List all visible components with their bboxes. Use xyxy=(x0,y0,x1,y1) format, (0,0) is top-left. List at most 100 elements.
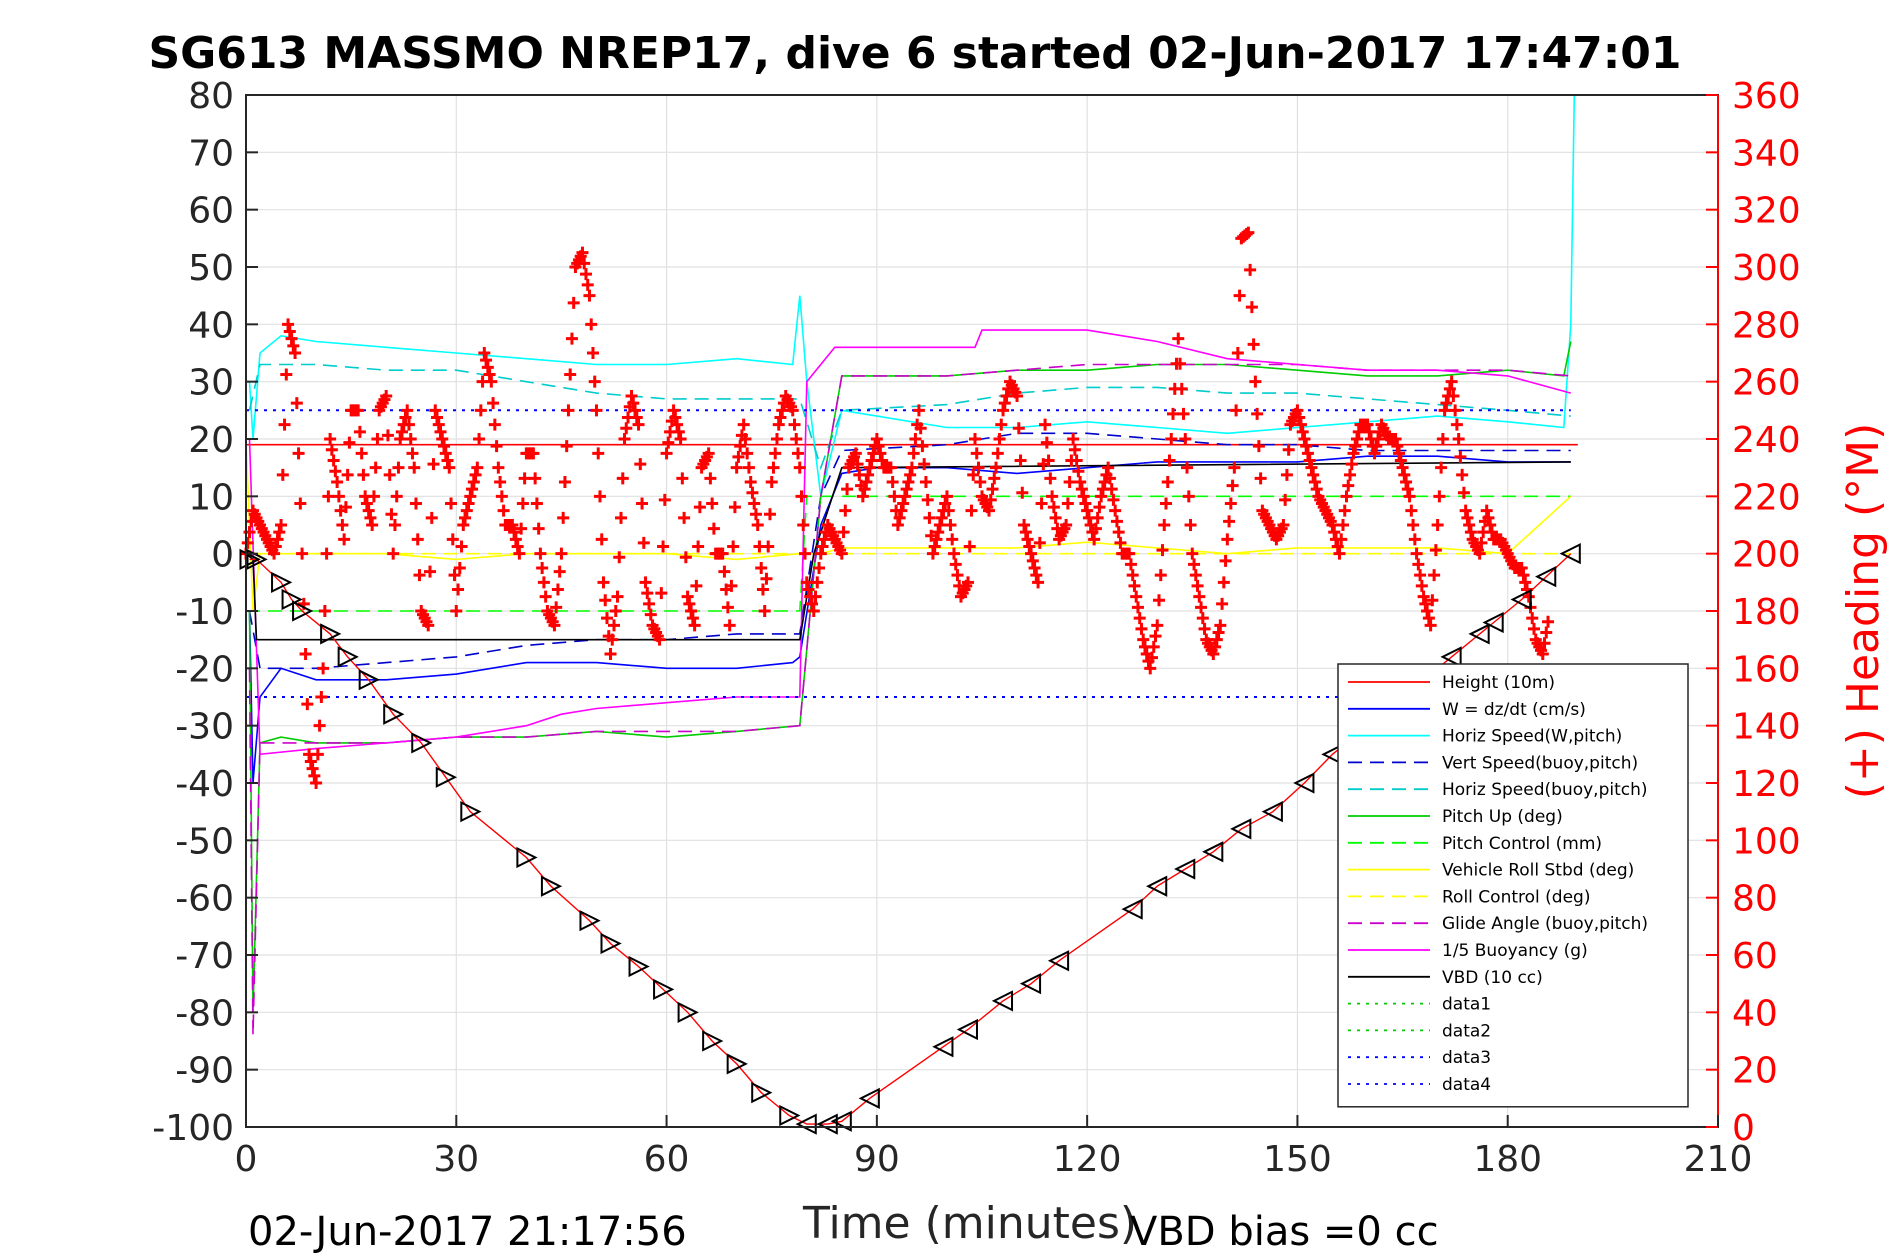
heading-marker xyxy=(1214,619,1227,632)
depth-marker xyxy=(751,1081,773,1104)
heading-marker xyxy=(693,501,706,514)
heading-marker xyxy=(1482,511,1495,524)
heading-marker xyxy=(285,332,298,345)
heading-marker xyxy=(1079,497,1092,510)
heading-marker xyxy=(411,533,424,546)
heading-marker xyxy=(385,508,398,521)
heading-marker xyxy=(1072,465,1085,478)
heading-marker xyxy=(730,461,743,474)
heading-marker xyxy=(1429,544,1442,557)
heading-marker xyxy=(963,540,976,553)
heading-marker xyxy=(770,433,783,445)
heading-marker xyxy=(935,511,948,524)
depth-marker xyxy=(1261,801,1283,823)
heading-marker xyxy=(769,447,782,460)
heading-marker xyxy=(1021,533,1034,546)
heading-marker xyxy=(1133,612,1146,625)
heading-marker xyxy=(748,497,761,510)
heading-marker xyxy=(692,540,705,553)
heading-marker xyxy=(1147,640,1160,653)
heading-marker xyxy=(944,519,957,531)
heading-marker xyxy=(1182,490,1195,503)
heading-marker xyxy=(1160,497,1172,510)
depth-marker xyxy=(383,703,405,725)
heading-marker xyxy=(1396,461,1409,474)
heading-marker xyxy=(1328,526,1341,539)
depth-marker xyxy=(1559,543,1581,565)
right-tick-label: 360 xyxy=(1732,76,1801,117)
heading-marker xyxy=(1305,461,1318,474)
heading-marker xyxy=(1342,479,1355,492)
right-tick-label: 200 xyxy=(1732,535,1801,576)
heading-marker xyxy=(506,519,519,531)
left-tick-label: -20 xyxy=(175,649,234,690)
heading-marker xyxy=(939,497,952,510)
heading-marker xyxy=(578,257,591,270)
heading-marker xyxy=(586,347,599,359)
heading-marker xyxy=(539,590,552,603)
heading-marker xyxy=(597,576,610,589)
right-tick-label: 320 xyxy=(1732,191,1801,232)
heading-marker xyxy=(718,565,731,578)
depth-markers xyxy=(239,543,1581,1135)
heading-marker xyxy=(678,511,691,524)
heading-marker xyxy=(1244,263,1257,276)
heading-marker xyxy=(809,590,822,603)
heading-marker xyxy=(1293,411,1306,424)
heading-marker xyxy=(716,547,729,560)
heading-marker xyxy=(707,522,720,535)
heading-marker xyxy=(1405,504,1418,517)
heading-marker xyxy=(339,501,352,514)
heading-marker xyxy=(1417,590,1430,603)
heading-marker xyxy=(991,447,1004,460)
heading-marker xyxy=(276,468,289,481)
heading-marker xyxy=(793,461,806,474)
heading-marker xyxy=(1011,390,1024,402)
heading-marker xyxy=(900,483,913,496)
heading-marker xyxy=(946,533,959,546)
heading-marker xyxy=(795,490,808,503)
heading-marker xyxy=(895,504,908,517)
heading-marker xyxy=(1440,397,1453,410)
heading-marker xyxy=(1421,605,1434,617)
left-tick-label: 20 xyxy=(188,420,234,461)
depth-marker xyxy=(628,955,650,978)
heading-markers xyxy=(240,227,1555,789)
heading-marker xyxy=(1372,433,1385,445)
heading-marker xyxy=(1191,579,1204,592)
heading-marker xyxy=(466,483,479,496)
heading-marker xyxy=(424,565,436,578)
heading-marker xyxy=(806,597,819,610)
depth-marker xyxy=(460,801,482,823)
depth-marker xyxy=(858,1087,880,1109)
heading-marker xyxy=(1154,569,1167,582)
heading-marker xyxy=(530,497,543,510)
heading-marker xyxy=(1389,433,1402,445)
heading-marker xyxy=(613,551,626,564)
heading-marker xyxy=(1540,626,1553,639)
legend-entry: Height (10m) xyxy=(1442,673,1555,693)
heading-marker xyxy=(399,411,412,424)
heading-marker xyxy=(811,576,824,589)
heading-marker xyxy=(438,440,451,453)
depth-marker xyxy=(358,669,380,691)
heading-marker xyxy=(916,440,929,453)
heading-marker xyxy=(763,508,776,521)
heading-marker xyxy=(548,619,561,632)
heading-marker xyxy=(431,411,444,424)
x-axis-label: Time (minutes) xyxy=(802,1198,1137,1249)
heading-marker xyxy=(537,576,550,589)
heading-marker xyxy=(723,619,736,632)
footer-vbd-bias: VBD bias =0 cc xyxy=(1130,1209,1439,1255)
depth-marker xyxy=(435,766,458,788)
heading-marker xyxy=(928,540,941,553)
heading-marker xyxy=(669,411,682,424)
heading-marker xyxy=(576,246,589,259)
heading-marker xyxy=(679,551,692,564)
heading-marker xyxy=(467,476,480,488)
heading-marker xyxy=(1046,490,1059,503)
heading-marker xyxy=(884,461,897,474)
heading-marker xyxy=(289,347,302,359)
heading-marker xyxy=(588,375,601,388)
legend-entry: data4 xyxy=(1442,1075,1491,1095)
